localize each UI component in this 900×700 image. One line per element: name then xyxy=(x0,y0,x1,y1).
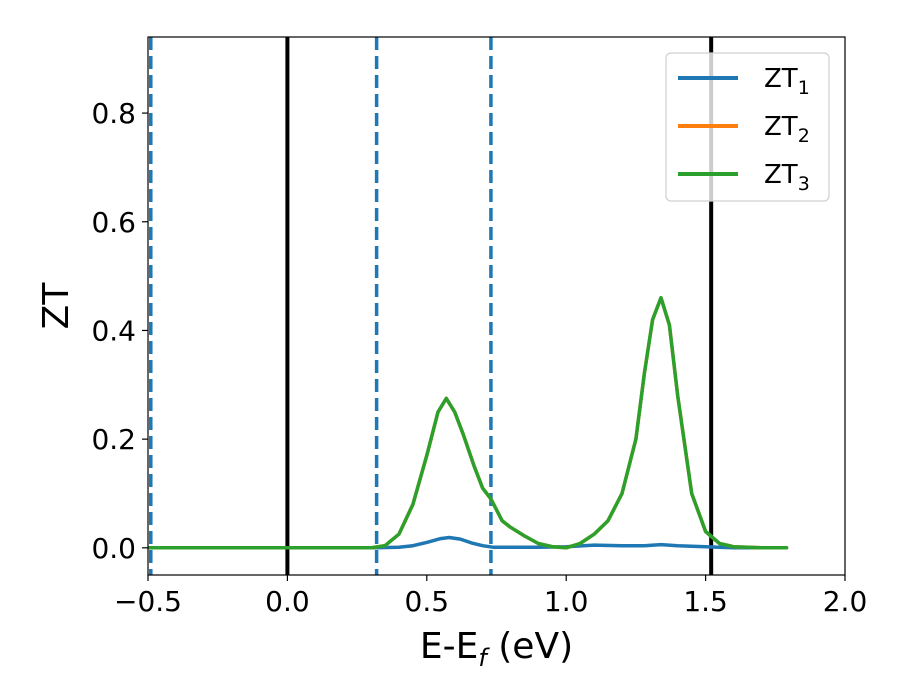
x-tick-label: 0.5 xyxy=(405,585,450,618)
x-tick-label: 1.0 xyxy=(544,585,589,618)
y-axis-ticks: 0.0 0.2 0.4 0.6 0.8 xyxy=(91,97,148,565)
legend-label-zt3: ZT3 xyxy=(764,160,810,195)
x-tick-label: 1.5 xyxy=(683,585,728,618)
series-line-zt3 xyxy=(148,296,789,550)
y-tick-label: 0.8 xyxy=(91,97,136,130)
y-axis-label: ZT xyxy=(36,282,77,330)
legend-box xyxy=(665,52,830,202)
y-tick-label: 0.2 xyxy=(91,423,136,456)
series-lines xyxy=(148,296,789,550)
series-line-zt1 xyxy=(148,535,789,550)
x-axis-label-main: E-E xyxy=(420,626,478,667)
vertical-lines xyxy=(149,37,714,575)
legend-label-zt1: ZT1 xyxy=(764,64,810,99)
y-tick-label: 0.0 xyxy=(91,532,136,565)
x-axis-label-unit: (eV) xyxy=(487,626,573,667)
legend-label-zt2: ZT2 xyxy=(764,112,810,147)
x-axis-ticks: −0.5 0.0 0.5 1.0 1.5 2.0 xyxy=(114,575,867,618)
y-tick-label: 0.4 xyxy=(91,314,136,347)
y-tick-label: 0.6 xyxy=(91,206,136,239)
x-tick-label: 0.0 xyxy=(265,585,310,618)
plot-frame xyxy=(147,36,846,576)
x-tick-label: −0.5 xyxy=(114,585,182,618)
x-tick-label: 2.0 xyxy=(823,585,868,618)
legend: ZT1 ZT2 ZT3 xyxy=(665,52,830,202)
x-axis-label: E-Ef (eV) xyxy=(420,626,573,672)
series-line-zt2 xyxy=(148,296,789,550)
